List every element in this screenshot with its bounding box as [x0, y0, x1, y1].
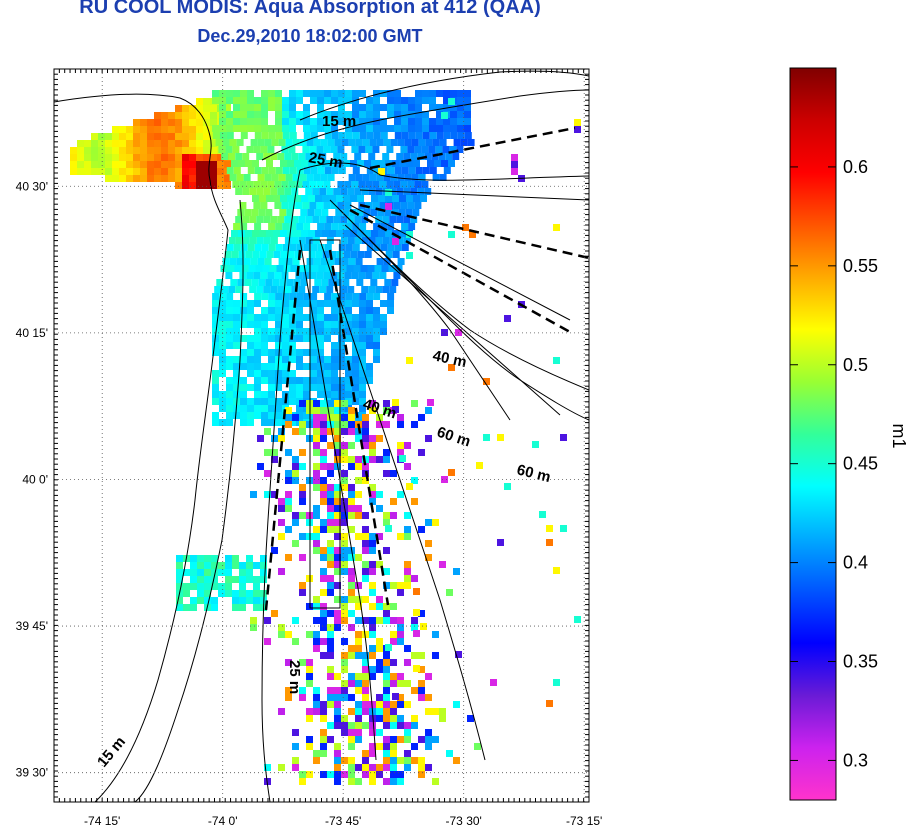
colorbar-tick-label: 0.35	[843, 652, 878, 672]
colorbar-tick-label: 0.4	[843, 553, 868, 573]
contour-15m-nj	[134, 199, 244, 802]
colorbar-tick-label: 0.3	[843, 750, 868, 770]
axis-tick-labels: -74 15' -74 0' -73 45' -73 30' -73 15' 40 30'…	[16, 179, 603, 828]
latitude-tick-label: 40 15'	[16, 326, 48, 340]
longitude-tick-label: -74 15'	[84, 814, 120, 828]
contour-label: 40 m	[431, 347, 468, 371]
contour-label: 15 m	[94, 733, 129, 770]
contour-label: 25 m	[286, 660, 303, 694]
contour-25m-li	[299, 162, 589, 181]
colorbar-tick-label: 0.6	[843, 157, 868, 177]
contour-hudson-shelf-3	[339, 209, 511, 421]
latitude-tick-label: 40 0'	[22, 472, 48, 486]
map-frame-minor-ticks	[53, 68, 589, 802]
colorbar-tick-label: 0.55	[843, 256, 878, 276]
contour-25m-nj	[261, 169, 301, 802]
colorbar-tick-label: 0.45	[843, 454, 878, 474]
contour-label: 60 m	[515, 461, 552, 486]
longitude-tick-label: -73 30'	[446, 814, 482, 828]
latitude-tick-label: 40 30'	[16, 179, 48, 193]
sampling-box-south	[309, 239, 341, 609]
contour-15m-li	[261, 89, 589, 161]
bathymetry-contours	[54, 70, 589, 802]
longitude-tick-label: -73 15'	[566, 814, 602, 828]
map-subtitle: Dec.29,2010 18:02:00 GMT	[197, 26, 423, 46]
absorption-pixel-field	[70, 90, 581, 785]
contour-label: 25 m	[307, 149, 344, 172]
latitude-tick-label: 39 45'	[16, 619, 48, 633]
colorbar-label: m1	[889, 423, 909, 448]
colorbar-ticks: 0.3 0.35 0.4 0.45 0.5 0.55 0.6	[790, 157, 878, 770]
contour-hudson-shelf-2	[319, 239, 486, 761]
sampling-box-east	[344, 189, 589, 416]
contour-label: 60 m	[435, 424, 473, 451]
transect-lines	[264, 126, 589, 611]
map-title: RU COOL MODIS: Aqua Absorption at 412 (Q…	[79, 0, 541, 18]
coastline-raritan	[54, 93, 212, 181]
contour-60m	[359, 229, 589, 391]
latitude-tick-label: 39 30'	[16, 766, 48, 780]
colorbar	[789, 67, 837, 801]
colorbar-tick-label: 0.5	[843, 355, 868, 375]
contour-label: 15 m	[322, 113, 356, 130]
longitude-tick-label: -73 45'	[325, 814, 361, 828]
contour-hudson-shelf-1	[299, 239, 377, 761]
longitude-tick-label: -74 0'	[208, 814, 238, 828]
coastline-nj	[94, 179, 229, 802]
